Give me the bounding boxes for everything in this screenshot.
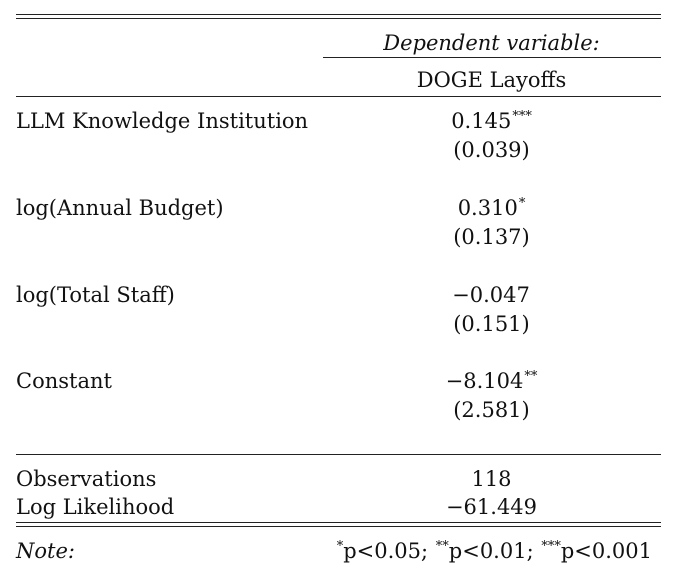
significance-stars: * [518, 196, 526, 211]
coefficient-cell: −0.047 [323, 281, 660, 309]
note-text-3: p<0.001 [560, 539, 652, 563]
coefficient-value: 0.145 [451, 109, 512, 133]
significance-stars: ** [524, 369, 538, 384]
dependent-variable-rule [323, 57, 661, 58]
note-label: Note: [16, 539, 75, 563]
row-label: log(Total Staff) [16, 283, 175, 307]
row-label: log(Annual Budget) [16, 196, 224, 220]
note-text-2: p<0.01; [448, 539, 541, 563]
stat-label: Observations [16, 467, 157, 491]
stat-value: 118 [471, 467, 512, 491]
bottom-rule [16, 522, 661, 523]
dependent-variable-label: Dependent variable: [383, 31, 600, 55]
stat-label: Log Likelihood [16, 495, 175, 519]
coefficient-cell: −8.104** [323, 367, 660, 395]
note-star-1: * [336, 539, 344, 554]
coefficient-value: −0.047 [452, 283, 530, 307]
coefficient-value: 0.310 [457, 196, 518, 220]
note-star-3: *** [541, 539, 561, 554]
top-rule-2 [16, 18, 661, 19]
standard-error: (0.039) [453, 138, 530, 162]
coefficient-cell: 0.310* [323, 194, 660, 222]
note-text-1: p<0.05; [343, 539, 435, 563]
stat-value: −61.449 [445, 495, 538, 519]
coefficient-value: −8.104 [445, 369, 524, 393]
stats-top-rule [16, 454, 661, 455]
top-rule [16, 14, 661, 15]
header-bottom-rule [16, 96, 661, 97]
note-star-2: ** [435, 539, 449, 554]
standard-error: (0.137) [453, 225, 530, 249]
significance-note: *p<0.05; **p<0.01; ***p<0.001 [336, 537, 652, 565]
significance-stars: *** [512, 109, 532, 124]
bottom-rule-2 [16, 526, 661, 527]
coefficient-cell: 0.145*** [323, 107, 660, 135]
row-label: LLM Knowledge Institution [16, 109, 309, 133]
standard-error: (2.581) [453, 398, 530, 422]
standard-error: (0.151) [453, 312, 530, 336]
row-label: Constant [16, 369, 112, 393]
dependent-variable-name: DOGE Layoffs [416, 68, 567, 92]
